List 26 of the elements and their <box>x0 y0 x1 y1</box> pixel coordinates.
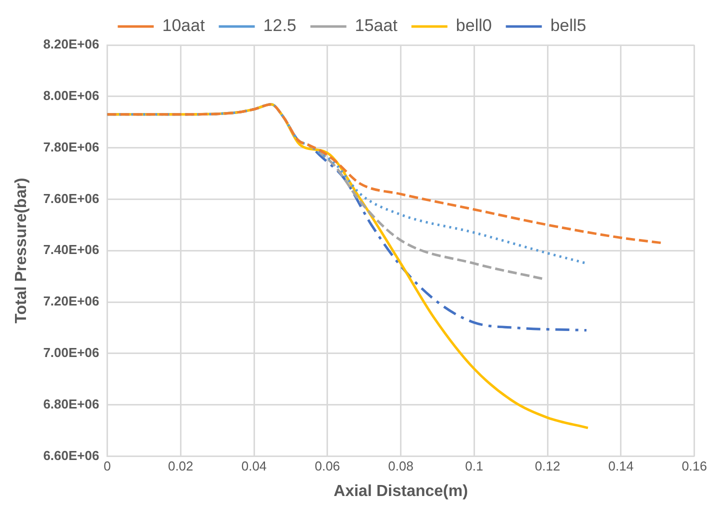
legend-label: bell0 <box>456 16 492 36</box>
y-tick-label: 7.80E+06 <box>43 139 100 154</box>
y-tick-label: 8.20E+06 <box>43 36 100 52</box>
y-tick-label: 6.80E+06 <box>43 396 100 412</box>
x-tick-label: 0.16 <box>682 458 708 474</box>
x-tick-label: 0.12 <box>534 458 560 474</box>
x-tick-label: 0 <box>104 458 111 474</box>
x-tick-label: 0.06 <box>314 458 340 474</box>
y-tick-label: 6.60E+06 <box>43 448 100 463</box>
x-tick-label: 0.1 <box>465 458 484 474</box>
legend-label: 10aat <box>162 16 206 36</box>
x-tick-label: 0.14 <box>608 458 634 474</box>
x-tick-label: 0.08 <box>388 458 414 474</box>
y-tick-label: 7.60E+06 <box>43 190 100 206</box>
y-tick-label: 7.40E+06 <box>43 242 100 258</box>
legend-label: bell5 <box>550 16 586 36</box>
y-axis-title: Total Pressure(bar) <box>13 178 30 324</box>
legend-label: 15aat <box>354 16 398 36</box>
y-tick-label: 7.20E+06 <box>43 294 100 309</box>
y-tick-label: 7.00E+06 <box>43 344 100 360</box>
legend-label: 12.5 <box>263 16 296 36</box>
x-tick-label: 0.02 <box>168 458 194 474</box>
x-tick-label: 0.04 <box>241 458 267 474</box>
line-series <box>107 103 663 244</box>
y-tick-label: 8.00E+06 <box>43 88 100 103</box>
x-axis-title: Axial Distance(m) <box>334 482 468 500</box>
